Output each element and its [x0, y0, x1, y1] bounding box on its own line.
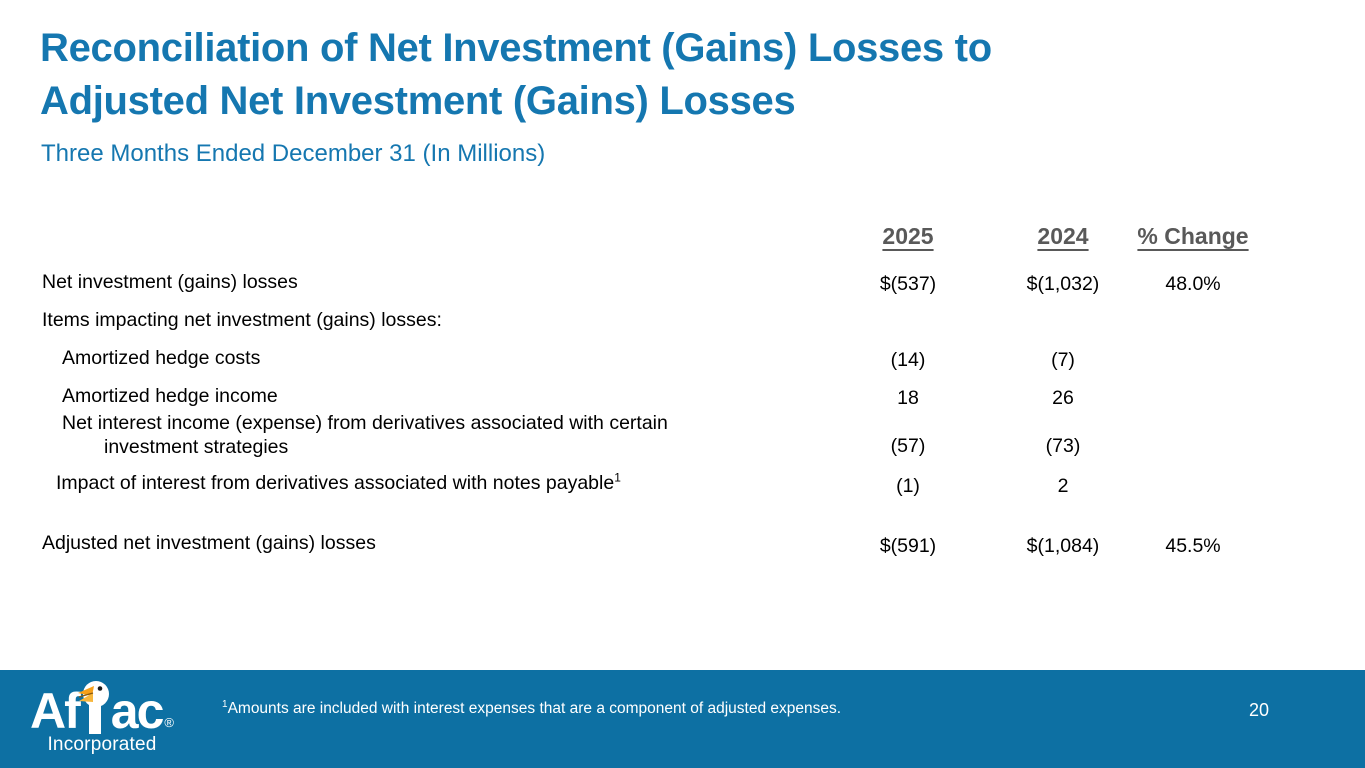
value-pct-change: [1133, 346, 1253, 384]
value-2025: (1): [896, 475, 920, 497]
value-2025: (14): [890, 349, 926, 371]
row-label-line-1: Net interest income (expense) from deriv…: [62, 412, 668, 434]
table-row: Amortized hedge income 18 26: [42, 384, 1253, 411]
value-pct-change: [1133, 471, 1253, 531]
header-spacer: [42, 218, 823, 270]
table-header-row: 2025 2024 % Change: [42, 218, 1253, 270]
row-label-line-2: investment strategies: [104, 436, 289, 458]
value-pct-change: 45.5%: [1165, 535, 1221, 557]
footnote-marker: 1: [614, 470, 621, 485]
subtitle: Three Months Ended December 31 (In Milli…: [41, 140, 546, 167]
value-2025: (57): [890, 435, 926, 457]
table-row: Adjusted net investment (gains) losses $…: [42, 531, 1253, 558]
title-line-2: Adjusted Net Investment (Gains) Losses: [40, 79, 796, 123]
row-label: Net interest income (expense) from deriv…: [42, 411, 823, 471]
footnote-text: Amounts are included with interest expen…: [227, 700, 842, 717]
registered-trademark-icon: ®: [164, 715, 174, 730]
col-header-2024: 2024: [1037, 223, 1089, 249]
logo-text-ac: ac: [110, 683, 165, 739]
value-2025: $(591): [879, 535, 937, 557]
table-row: Net interest income (expense) from deriv…: [42, 411, 1253, 471]
row-label: Items impacting net investment (gains) l…: [42, 309, 442, 331]
col-header-2025: 2025: [882, 223, 934, 249]
value-2025: 18: [897, 387, 919, 409]
value-2025: $(537): [879, 273, 937, 295]
title-line-1: Reconciliation of Net Investment (Gains)…: [40, 26, 992, 70]
value-pct-change: [1133, 308, 1253, 346]
table-row: Amortized hedge costs (14) (7): [42, 346, 1253, 384]
value-2024: [993, 308, 1133, 346]
row-label: Impact of interest from derivatives asso…: [56, 470, 621, 495]
value-2024: 26: [1052, 387, 1074, 409]
value-2024: $(1,084): [1026, 535, 1100, 557]
value-pct-change: [1133, 384, 1253, 411]
value-pct-change: [1133, 411, 1253, 471]
value-2024: 2: [1057, 475, 1069, 497]
logo-text-af: Af: [30, 683, 81, 739]
table-row: Net investment (gains) losses $(537) $(1…: [42, 270, 1253, 308]
value-pct-change: 48.0%: [1165, 273, 1221, 295]
value-2024: (7): [1051, 349, 1075, 371]
value-2024: $(1,032): [1026, 273, 1100, 295]
value-2024: (73): [1045, 435, 1081, 457]
footer-bar: Af ac ® Incorporated 1Amounts are includ…: [0, 670, 1365, 768]
logo-incorporated: Incorporated: [47, 734, 157, 755]
row-label: Net investment (gains) losses: [42, 271, 298, 293]
duck-icon: [77, 681, 109, 734]
row-label: Adjusted net investment (gains) losses: [42, 532, 376, 554]
aflac-logo: Af ac ® Incorporated: [27, 678, 177, 756]
footnote: 1Amounts are included with interest expe…: [222, 699, 841, 719]
reconciliation-table: 2025 2024 % Change Net investment (gains…: [42, 218, 1253, 558]
row-label: Amortized hedge costs: [62, 347, 261, 369]
table-row: Items impacting net investment (gains) l…: [42, 308, 1253, 346]
col-header-pct-change: % Change: [1137, 223, 1249, 249]
page-title: Reconciliation of Net Investment (Gains)…: [40, 22, 992, 128]
aflac-wordmark: Af ac ®: [27, 678, 177, 739]
footnote-marker: 1: [222, 698, 228, 710]
page-number: 20: [1248, 700, 1269, 720]
row-label: Amortized hedge income: [62, 385, 278, 407]
value-2025: [823, 308, 993, 346]
table-row: Impact of interest from derivatives asso…: [42, 471, 1253, 531]
